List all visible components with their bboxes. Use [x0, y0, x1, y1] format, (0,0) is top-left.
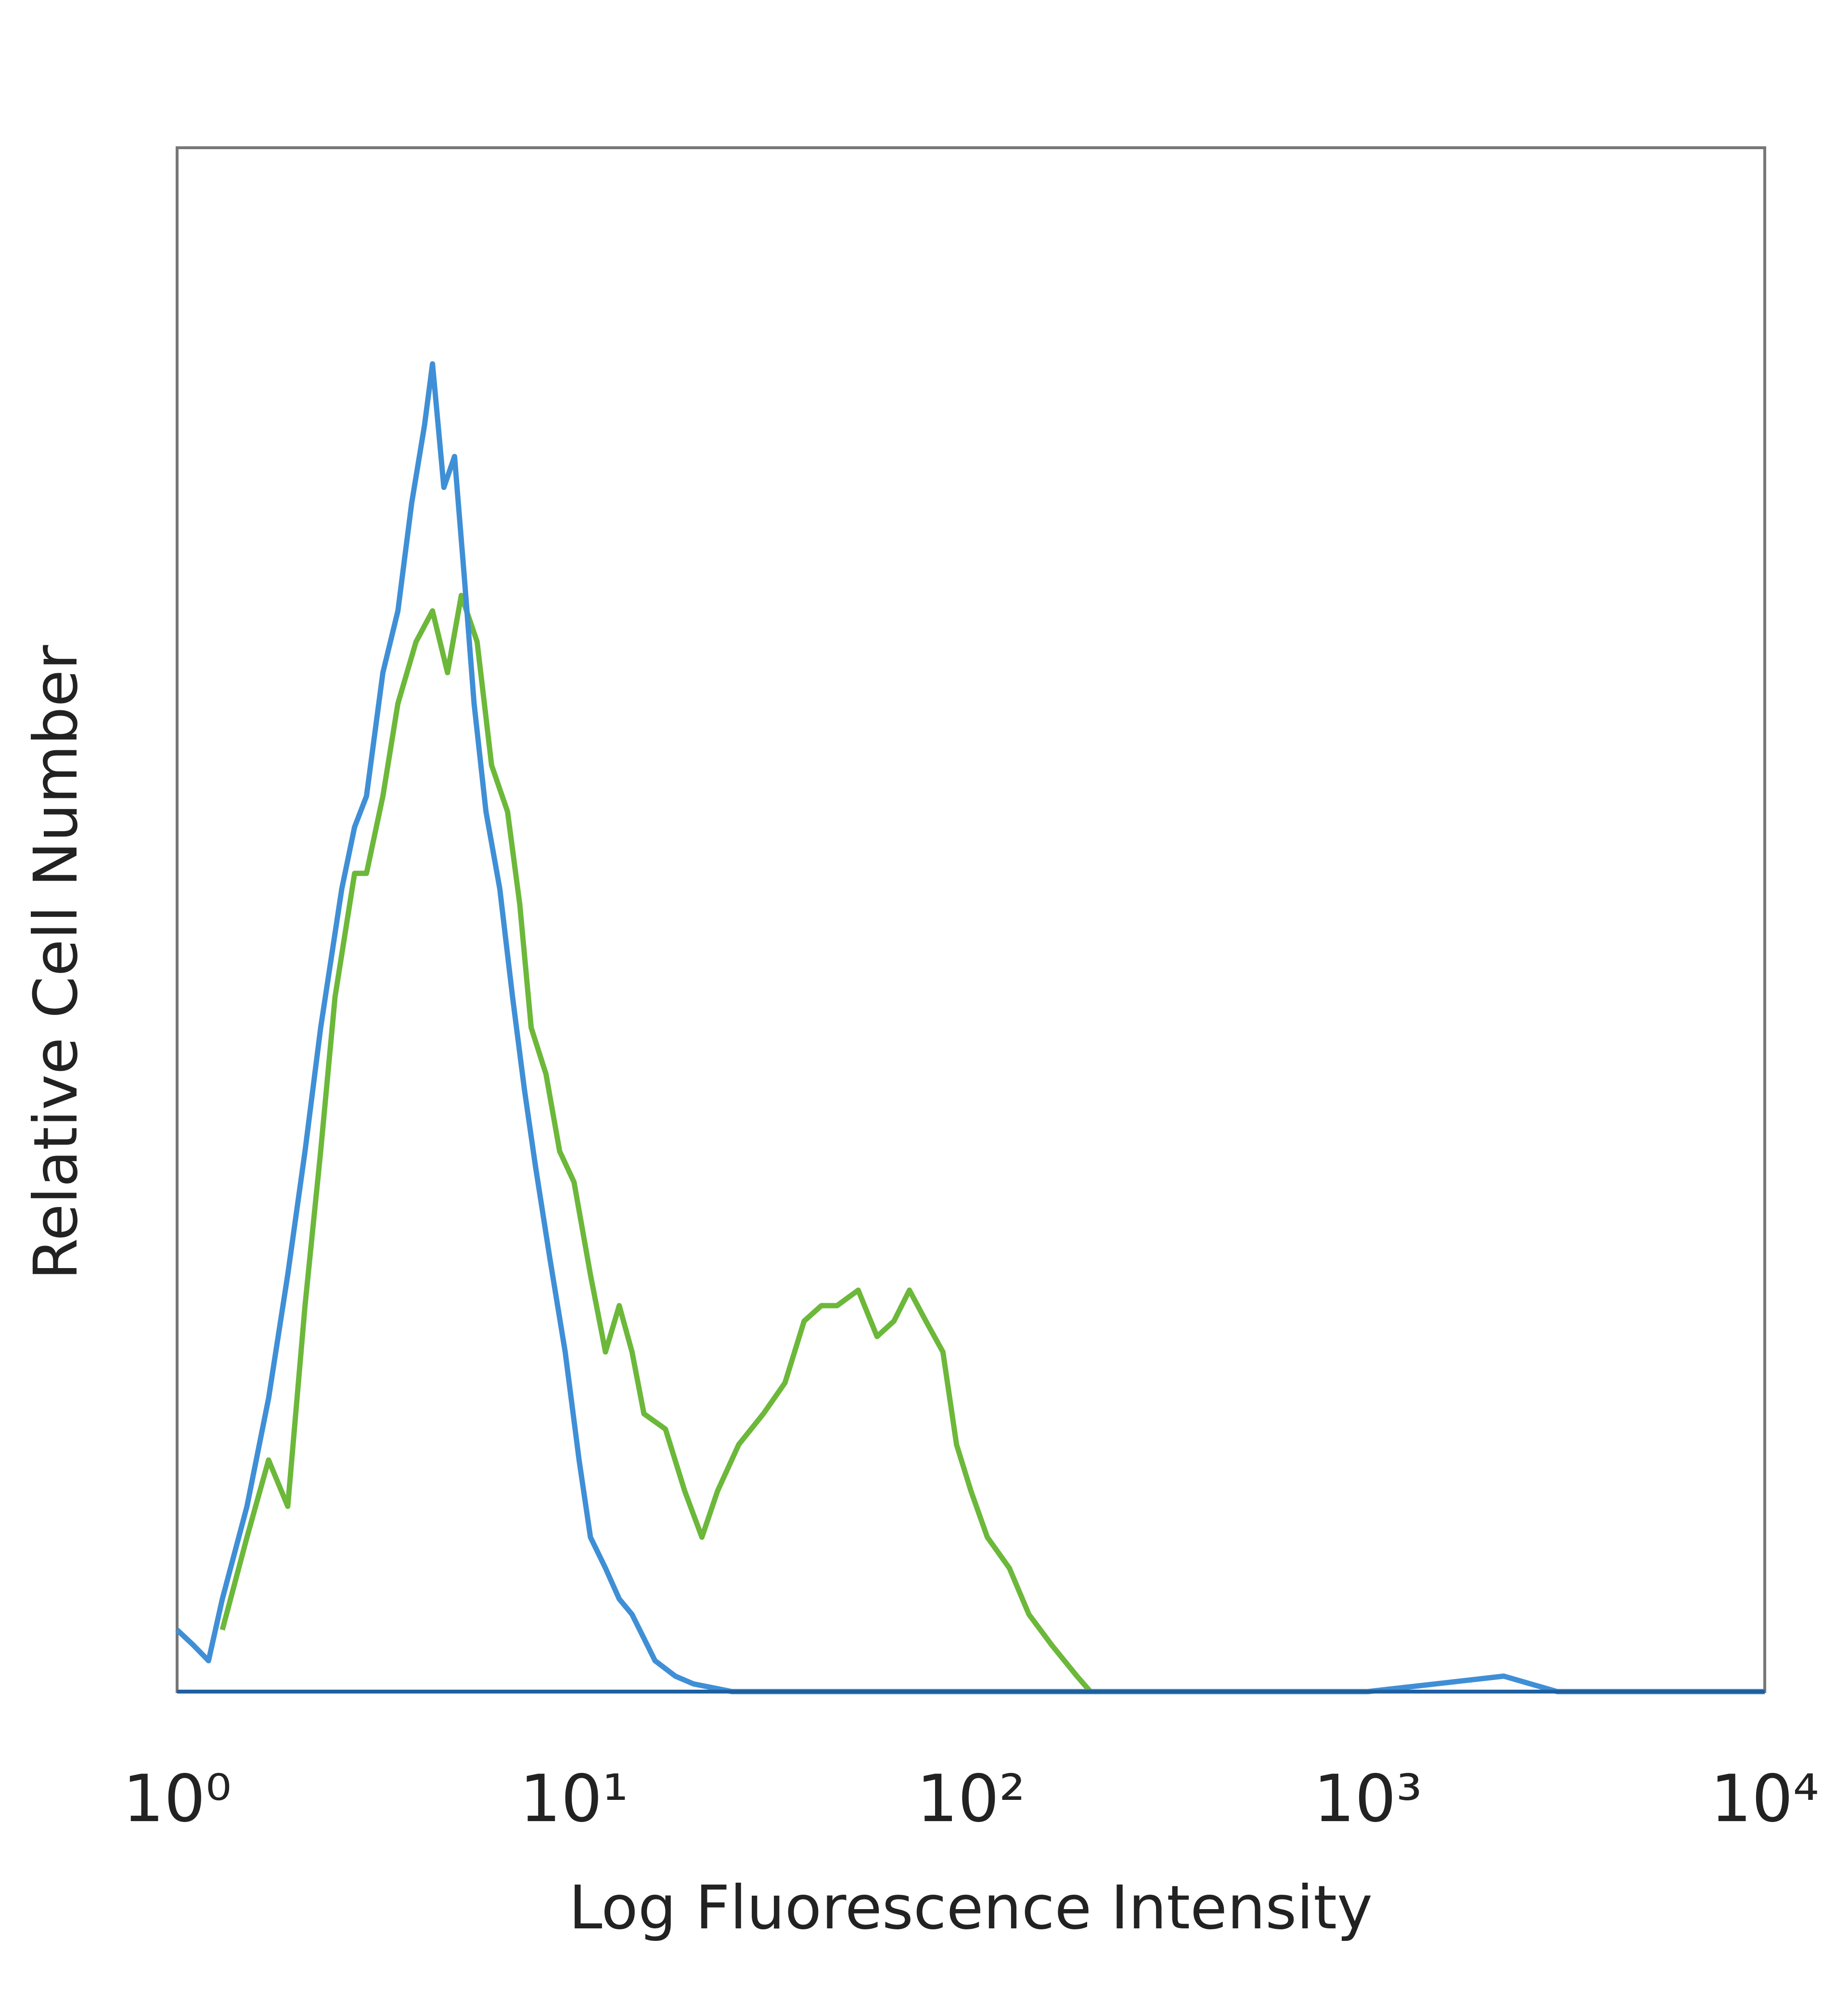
x-axis-label: Log Fluorescence Intensity [569, 1873, 1373, 1943]
x-tick-label: 10³ [1313, 1761, 1422, 1836]
histogram-line [175, 361, 1765, 1694]
x-tick-label: 10⁴ [1710, 1761, 1819, 1836]
x-tick-label: 10² [917, 1761, 1026, 1836]
y-axis-label: Relative Cell Number [21, 645, 91, 1280]
x-tick-label: 10⁰ [123, 1761, 231, 1836]
plot-frame [176, 146, 1766, 1693]
x-tick-label: 10¹ [520, 1761, 629, 1836]
histogram-line [219, 592, 1092, 1694]
